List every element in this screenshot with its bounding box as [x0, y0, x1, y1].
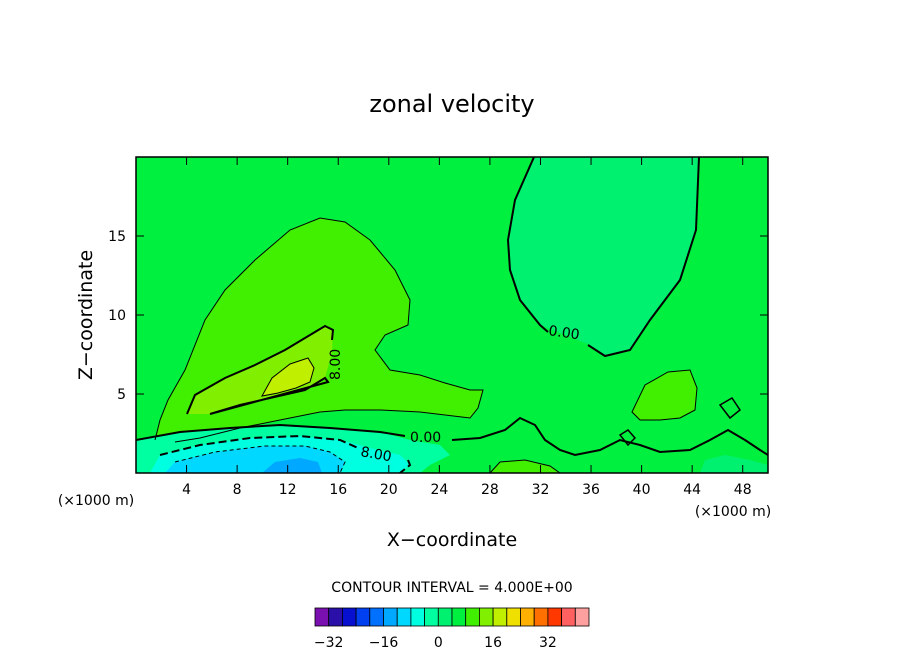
contour-line-positive-max [261, 357, 315, 397]
surface-far-right-region [700, 455, 768, 473]
contour-line-small-loop-2 [718, 396, 742, 420]
contour-fill-group [136, 157, 768, 473]
colorbar-swatch [574, 607, 590, 627]
colorbar-swatch [355, 607, 371, 627]
x-tick-label: 44 [683, 482, 701, 498]
colorbar-swatch [547, 607, 563, 627]
x-tick-label: 16 [329, 482, 347, 498]
colorbar-swatch [369, 607, 384, 627]
contour-labels: 8.00 0.00 0.00 8.00 [328, 323, 581, 465]
colorbar-swatch [520, 607, 535, 627]
x-tick-label: 48 [734, 482, 752, 498]
colorbar-labels: −32 −16 0 16 32 [314, 635, 557, 651]
x-tick-label: 12 [279, 482, 297, 498]
colorbar-swatch [478, 607, 494, 627]
contour-line-upper-lobe [506, 157, 700, 358]
colorbar [314, 607, 590, 627]
colorbar-swatch [465, 607, 480, 627]
contour-label: 8.00 [328, 349, 344, 380]
positive-region-core [187, 326, 333, 414]
x-tick-label: 40 [633, 482, 651, 498]
colorbar-tick-label: 0 [434, 635, 443, 651]
colorbar-swatch [341, 607, 357, 627]
contour-label: 0.00 [547, 323, 580, 343]
x-tick-label: 8 [233, 482, 242, 498]
contour-interval-text: CONTOUR INTERVAL = 4.000E+00 [331, 580, 572, 596]
x-tick-label: 24 [430, 482, 448, 498]
contour-line-zero-surface [136, 416, 768, 457]
contour-line-negative-dashed-2 [174, 445, 346, 473]
contour-line-negative-dashed-1 [159, 434, 412, 473]
x-tick-label: 20 [380, 482, 398, 498]
colorbar-swatch [437, 607, 453, 627]
colorbar-swatch [396, 607, 412, 627]
x-unit-note-right: (×1000 m) [695, 504, 771, 520]
colorbar-swatch [424, 607, 439, 627]
x-axis-title: X−coordinate [387, 529, 517, 551]
x-unit-note-left: (×1000 m) [58, 493, 134, 509]
contour-label: 0.00 [410, 430, 441, 446]
colorbar-tick-label: 32 [539, 635, 557, 651]
near-surface-min [262, 458, 322, 473]
colorbar-swatch [410, 607, 425, 627]
chart-title: zonal velocity [369, 90, 534, 118]
y-axis-ticks: 5 10 15 [108, 229, 768, 403]
colorbar-tick-label: −16 [369, 635, 399, 651]
contour-line-positive-outer [154, 217, 484, 443]
colorbar-swatch [533, 607, 549, 627]
y-tick-label: 5 [117, 387, 126, 403]
y-axis-title: Z−coordinate [75, 250, 97, 380]
colorbar-swatch [328, 607, 343, 627]
colorbar-swatch [506, 607, 521, 627]
contour-line-small-loop-1 [618, 429, 637, 447]
x-tick-label: 28 [481, 482, 499, 498]
x-tick-label: 36 [582, 482, 600, 498]
positive-region-right [632, 370, 697, 420]
x-axis-ticks: 4 8 12 16 20 24 28 32 36 40 44 48 [182, 157, 752, 498]
colorbar-swatch [314, 607, 330, 627]
contour-lines [136, 157, 768, 473]
colorbar-tick-label: −32 [314, 635, 344, 651]
contour-line-surface-right [489, 459, 561, 473]
upper-right-negative-region [508, 157, 699, 356]
colorbar-swatch [561, 607, 576, 627]
colorbar-swatch [383, 607, 398, 627]
colorbar-swatch [492, 607, 508, 627]
x-tick-label: 32 [532, 482, 550, 498]
x-tick-label: 4 [182, 482, 191, 498]
contour-label: 8.00 [359, 444, 392, 465]
positive-region-max [262, 358, 314, 396]
colorbar-tick-label: 16 [484, 635, 502, 651]
contour-line-right-blob [631, 369, 698, 421]
y-tick-label: 10 [108, 308, 126, 324]
surface-right-region [490, 460, 560, 473]
y-tick-label: 15 [108, 229, 126, 245]
colorbar-swatch [451, 607, 467, 627]
contour-line-positive-core [186, 324, 335, 415]
